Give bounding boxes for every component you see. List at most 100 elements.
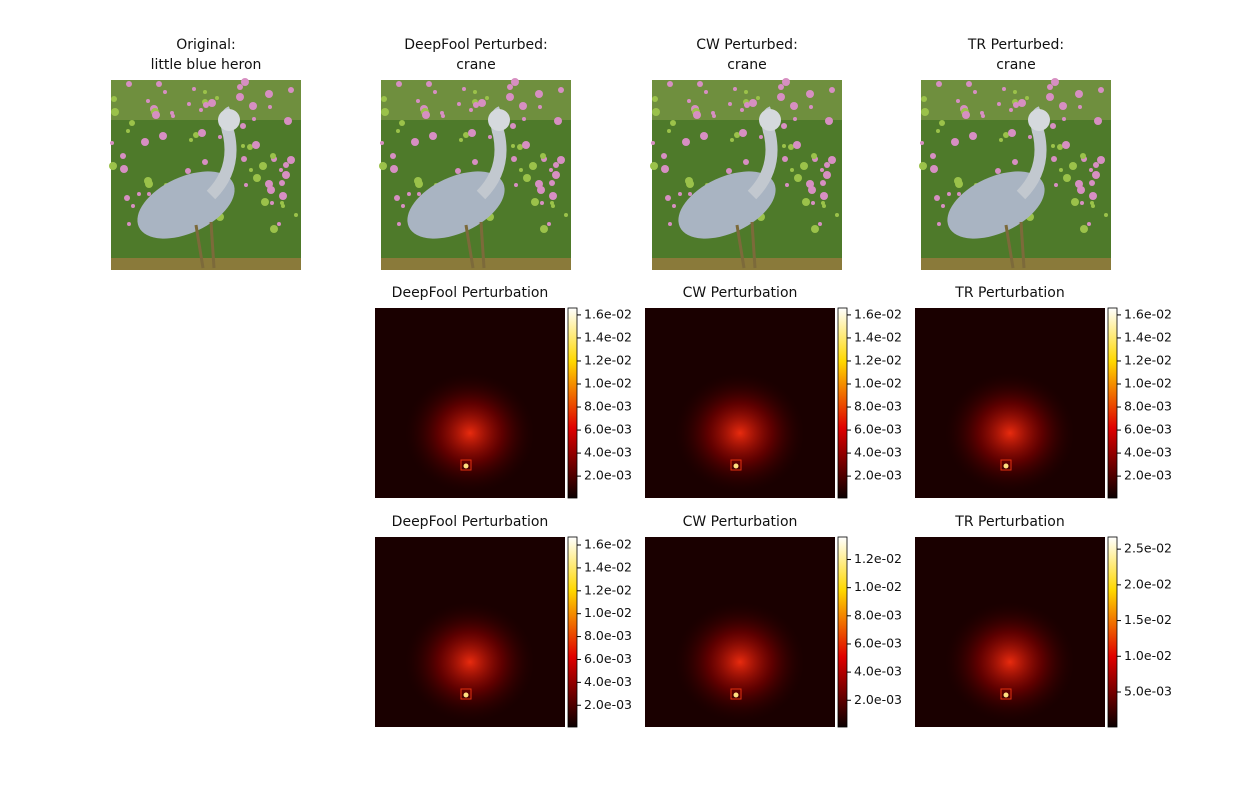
flower xyxy=(287,156,295,164)
flower xyxy=(1098,87,1104,93)
colorbar-tick-label: 1.6e-02 xyxy=(854,306,902,321)
flower xyxy=(1090,201,1094,205)
flower xyxy=(241,78,249,86)
flower xyxy=(749,99,757,107)
flower xyxy=(394,195,400,201)
flower xyxy=(1013,90,1017,94)
flower xyxy=(793,141,801,149)
colorbar-tick-label: 8.0e-03 xyxy=(1124,399,1172,414)
flower xyxy=(809,105,813,109)
flower xyxy=(818,222,822,226)
flower xyxy=(259,162,267,170)
flower xyxy=(730,138,734,142)
flower xyxy=(726,168,732,174)
heatmap-glow xyxy=(675,373,805,493)
heron-head xyxy=(218,109,240,131)
flower xyxy=(399,120,405,126)
colorbar-tick-label: 1.6e-02 xyxy=(1124,306,1172,321)
flower xyxy=(193,132,199,138)
heron-legs xyxy=(735,221,757,269)
hotspot xyxy=(1003,463,1009,469)
flower xyxy=(1080,153,1086,159)
flower xyxy=(253,174,261,182)
flower xyxy=(144,177,152,185)
flower xyxy=(667,129,671,133)
flower xyxy=(236,93,244,101)
flower xyxy=(825,117,833,125)
flower xyxy=(146,99,150,103)
flower xyxy=(120,165,128,173)
flower xyxy=(652,108,660,116)
flower xyxy=(511,156,517,162)
flower xyxy=(511,78,519,86)
flower xyxy=(921,108,929,116)
colorbar-tick-label: 1.6e-02 xyxy=(584,537,632,552)
flower xyxy=(283,162,289,168)
flower xyxy=(249,102,257,110)
hotspot xyxy=(463,692,469,698)
flower xyxy=(203,90,207,94)
flower xyxy=(244,183,248,187)
flower xyxy=(396,129,400,133)
flower xyxy=(811,201,815,205)
flower xyxy=(538,105,542,109)
flower xyxy=(120,153,126,159)
flower xyxy=(759,135,763,139)
flower xyxy=(294,213,298,217)
flower xyxy=(828,156,836,164)
flower xyxy=(397,222,401,226)
flower xyxy=(1075,90,1083,98)
flower xyxy=(1094,117,1102,125)
flower xyxy=(417,192,421,196)
colorbar-tick-label: 1.0e-02 xyxy=(854,579,902,594)
heron-head xyxy=(488,109,510,131)
heron-image xyxy=(109,78,301,270)
hotspot xyxy=(733,463,739,469)
flower xyxy=(930,165,938,173)
flower xyxy=(288,87,294,93)
flower xyxy=(510,123,516,129)
flower xyxy=(485,96,489,100)
flower xyxy=(522,117,526,121)
flower xyxy=(661,165,669,173)
colorbar xyxy=(1107,536,1118,728)
flower xyxy=(794,174,802,182)
panel-title: TR Perturbation xyxy=(954,514,1064,530)
flower xyxy=(782,78,790,86)
flower xyxy=(688,192,692,196)
image-title: Original: xyxy=(176,37,236,53)
colorbar xyxy=(567,307,578,499)
flower xyxy=(129,120,135,126)
flower xyxy=(782,144,786,148)
flower xyxy=(1025,96,1029,100)
flower xyxy=(553,162,559,168)
ground xyxy=(652,258,842,270)
flower xyxy=(126,81,132,87)
flower xyxy=(218,135,222,139)
flower xyxy=(488,135,492,139)
flower xyxy=(711,111,715,115)
flower xyxy=(381,108,389,116)
image-title: crane xyxy=(727,57,767,73)
colorbar xyxy=(837,536,848,728)
flower xyxy=(936,81,942,87)
flower xyxy=(1051,144,1055,148)
flower xyxy=(697,81,703,87)
flower xyxy=(969,132,977,140)
flower xyxy=(670,120,676,126)
colorbar-tick-label: 6.0e-03 xyxy=(854,422,902,437)
flower xyxy=(459,138,463,142)
flower xyxy=(821,201,825,205)
flower xyxy=(189,138,193,142)
flower xyxy=(141,138,149,146)
flower xyxy=(549,192,557,200)
flower xyxy=(241,144,245,148)
heron-head xyxy=(759,109,781,131)
flower xyxy=(793,117,797,121)
hotspot-box xyxy=(1000,459,1012,471)
colorbar-tick-label: 1.0e-02 xyxy=(1124,376,1172,391)
colorbar-tick-label: 6.0e-03 xyxy=(584,422,632,437)
colorbar-tick-label: 4.0e-03 xyxy=(854,445,902,460)
colorbar-tick-label: 1.6e-02 xyxy=(584,306,632,321)
colorbar-tick-label: 1.2e-02 xyxy=(584,582,632,597)
